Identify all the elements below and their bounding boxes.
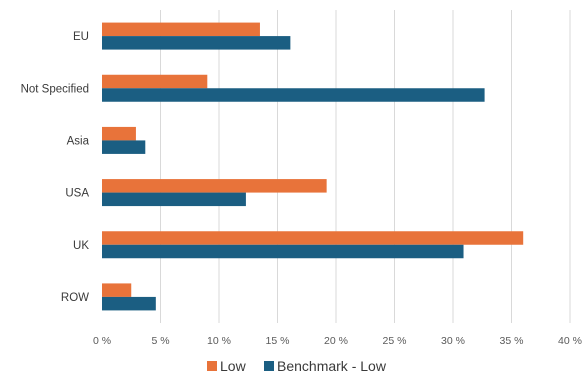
- x-tick-label: 10 %: [207, 335, 231, 347]
- category-label-asia: Asia: [67, 135, 90, 147]
- bar-usa-low: [102, 179, 327, 193]
- x-axis-tick-labels: 0 % 5 % 10 % 15 % 20 % 25 % 30 % 35 % 40 %: [93, 335, 582, 347]
- x-tick-label: 35 %: [500, 335, 524, 347]
- bar-row-low: [102, 283, 132, 297]
- bar-asia-benchmark-low: [102, 140, 146, 154]
- x-tick-label: 15 %: [266, 335, 290, 347]
- bar-eu-benchmark-low: [102, 36, 291, 50]
- grid-lines: [160, 10, 571, 323]
- x-tick-label: 30 %: [441, 335, 465, 347]
- bar-eu-low: [102, 22, 260, 37]
- legend-label-low: Low: [220, 358, 247, 374]
- category-label-uk: UK: [73, 240, 89, 252]
- category-label-row: ROW: [61, 292, 89, 304]
- legend-label-benchmark-low: Benchmark - Low: [277, 358, 387, 374]
- bar-uk-benchmark-low: [102, 244, 464, 259]
- bar-not-specified-low: [102, 74, 208, 89]
- category-labels: EU Not Specified Asia USA UK ROW: [21, 31, 90, 304]
- x-tick-label: 0 %: [93, 335, 111, 347]
- category-label-usa: USA: [65, 188, 89, 200]
- bar-uk-low: [102, 231, 524, 245]
- legend-swatch-benchmark-low: [264, 361, 274, 371]
- bar-asia-low: [102, 126, 136, 141]
- legend-swatch-low: [207, 361, 217, 371]
- bar-not-specified-benchmark-low: [102, 88, 485, 102]
- x-tick-label: 5 %: [151, 335, 169, 347]
- bar-usa-benchmark-low: [102, 192, 246, 207]
- category-label-not-specified: Not Specified: [21, 83, 89, 95]
- bars: [102, 22, 524, 311]
- legend: Low Benchmark - Low: [207, 358, 387, 374]
- x-tick-label: 25 %: [383, 335, 407, 347]
- bar-row-benchmark-low: [102, 296, 156, 311]
- category-label-eu: EU: [73, 31, 89, 43]
- x-tick-label: 40 %: [558, 335, 582, 347]
- x-tick-label: 20 %: [324, 335, 348, 347]
